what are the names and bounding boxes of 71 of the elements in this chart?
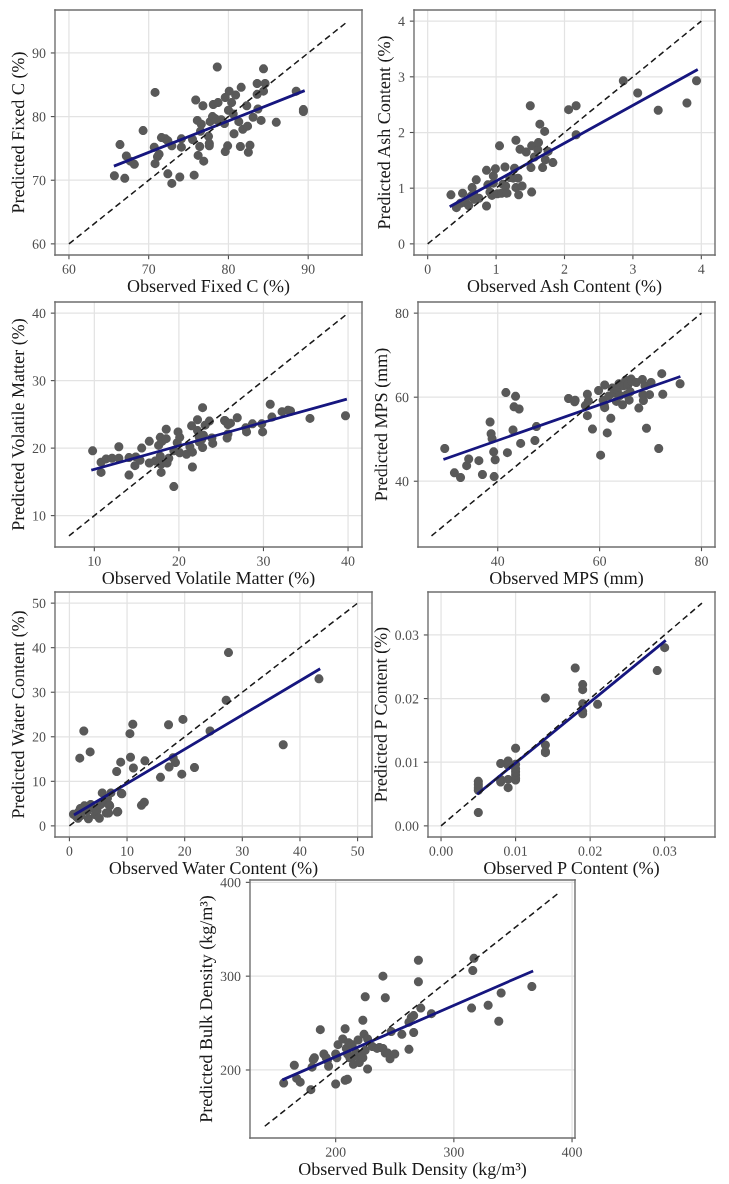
y-tick-label: 400 (220, 877, 241, 888)
x-axis-title: Observed Fixed C (%) (127, 279, 290, 296)
x-axis-title: Observed Ash Content (%) (467, 279, 662, 296)
x-tick-label: 10 (88, 556, 101, 566)
y-axis-title: Predicted P Content (%) (374, 627, 391, 802)
y-tick-label: 10 (33, 776, 46, 787)
x-tick-label: 60 (593, 556, 607, 566)
x-tick-label: 0 (424, 264, 431, 274)
y-axis-title: Predicted Ash Content (%) (377, 36, 394, 230)
x-tick-label: 200 (325, 1147, 346, 1157)
x-tick-label: 0 (66, 846, 73, 856)
x-axis-title: Observed Volatile Matter (%) (102, 571, 315, 588)
y-tick-label: 200 (220, 1065, 241, 1075)
x-tick-label: 0.03 (653, 846, 677, 856)
y-axis-title: Predicted MPS (mm) (374, 348, 391, 501)
y-tick-label: 20 (32, 732, 46, 742)
y-tick-label: 0.01 (395, 757, 419, 768)
y-tick-label: 30 (32, 687, 46, 698)
y-tick-label: 0 (398, 239, 405, 249)
x-tick-label: 40 (491, 556, 505, 566)
x-tick-label: 20 (172, 556, 186, 566)
x-tick-label: 60 (62, 264, 76, 274)
y-tick-label: 40 (395, 476, 409, 487)
x-tick-label: 90 (301, 264, 315, 274)
y-tick-label: 60 (395, 392, 409, 403)
y-tick-label: 40 (32, 643, 46, 653)
y-tick-label: 0.03 (395, 630, 419, 640)
y-tick-label: 50 (32, 598, 46, 609)
x-tick-label: 40 (293, 846, 307, 856)
x-tick-label: 1 (493, 264, 499, 274)
y-tick-label: 30 (32, 376, 46, 386)
x-tick-label: 300 (444, 1147, 464, 1157)
x-tick-label: 30 (236, 846, 249, 856)
y-tick-label: 0.02 (395, 694, 419, 704)
x-tick-label: 80 (695, 556, 708, 566)
x-tick-label: 30 (257, 556, 270, 566)
x-axis-title: Observed Bulk Density (kg/m³) (298, 1162, 526, 1179)
y-tick-label: 80 (32, 112, 46, 122)
x-tick-label: 4 (698, 264, 705, 274)
y-axis-title: Predicted Water Content (%) (11, 611, 28, 819)
y-axis-title: Predicted Volatile Matter (%) (11, 319, 28, 531)
x-tick-label: 70 (142, 264, 156, 274)
y-tick-label: 90 (32, 48, 46, 58)
x-tick-label: 20 (178, 846, 192, 856)
x-tick-label: 0.00 (429, 846, 453, 856)
y-tick-label: 0 (39, 821, 46, 831)
x-tick-label: 0.02 (578, 846, 602, 856)
x-tick-label: 400 (561, 1147, 582, 1157)
y-tick-label: 4 (398, 16, 405, 26)
y-axis-title: Predicted Bulk Density (kg/m³) (199, 896, 216, 1123)
x-tick-label: 50 (351, 846, 365, 856)
y-tick-label: 40 (32, 308, 46, 319)
y-axis-title: Predicted Fixed C (%) (11, 52, 28, 213)
y-tick-label: 3 (398, 72, 405, 82)
y-tick-label: 80 (395, 308, 409, 319)
y-tick-label: 60 (32, 239, 46, 249)
y-tick-label: 1 (399, 183, 405, 193)
y-tick-label: 2 (398, 128, 405, 138)
x-tick-label: 10 (121, 846, 134, 856)
x-tick-label: 2 (561, 264, 568, 274)
x-tick-label: 0.01 (503, 846, 527, 856)
y-tick-label: 20 (32, 443, 46, 454)
x-axis-title: Observed MPS (mm) (490, 571, 643, 588)
x-tick-label: 40 (341, 556, 355, 566)
x-axis-title: Observed P Content (%) (484, 861, 659, 878)
y-tick-label: 10 (33, 511, 46, 521)
x-axis-title: Observed Water Content (%) (109, 861, 318, 878)
y-tick-label: 70 (33, 175, 46, 186)
y-tick-label: 300 (220, 971, 241, 982)
y-tick-label: 0.00 (395, 821, 419, 831)
x-tick-label: 3 (630, 264, 636, 274)
